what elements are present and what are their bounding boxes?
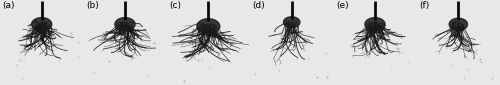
Text: (f): (f)	[419, 1, 430, 10]
Text: (d): (d)	[252, 1, 265, 10]
Text: (c): (c)	[169, 1, 181, 10]
Text: (b): (b)	[86, 1, 99, 10]
Polygon shape	[32, 18, 52, 31]
Polygon shape	[197, 19, 220, 34]
Polygon shape	[115, 18, 135, 31]
Polygon shape	[284, 17, 300, 28]
Polygon shape	[449, 18, 468, 30]
Polygon shape	[365, 18, 385, 31]
Text: (a): (a)	[2, 1, 15, 10]
Text: (e): (e)	[336, 1, 348, 10]
